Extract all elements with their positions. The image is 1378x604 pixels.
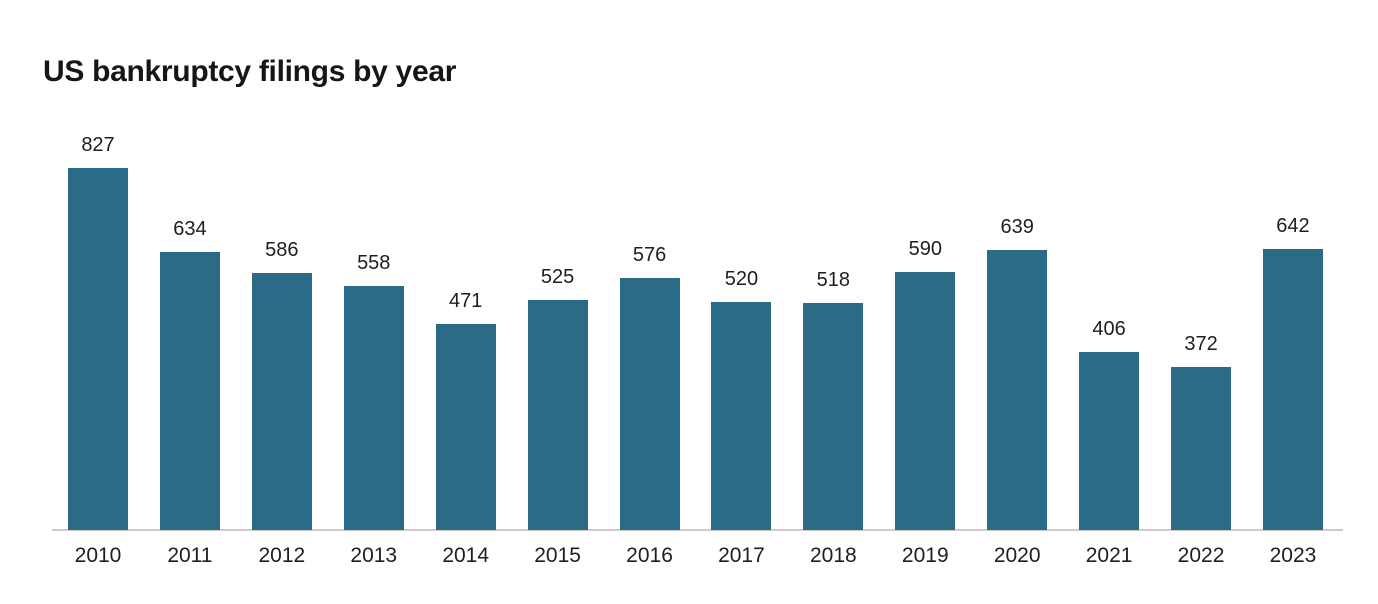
bar-2012 bbox=[251, 273, 312, 530]
x-axis-tick-label: 2018 bbox=[810, 544, 857, 567]
bar-value-label: 827 bbox=[81, 134, 115, 156]
bar-value-label: 372 bbox=[1184, 333, 1218, 355]
bar-2020 bbox=[987, 250, 1048, 530]
bar-value-label: 525 bbox=[540, 266, 575, 288]
bar-value-label: 642 bbox=[1276, 215, 1310, 237]
bar-value-label: 586 bbox=[265, 239, 299, 261]
x-axis-line bbox=[52, 529, 1343, 531]
x-axis-tick-label: 2010 bbox=[74, 544, 122, 567]
bar-2021 bbox=[1079, 352, 1140, 530]
bar-value-label: 634 bbox=[173, 218, 207, 240]
bar-2013 bbox=[343, 286, 404, 530]
bar-2022 bbox=[1171, 367, 1232, 530]
bar-value-label: 558 bbox=[357, 252, 391, 274]
x-axis-tick-label: 2011 bbox=[167, 544, 213, 567]
bar-2023 bbox=[1262, 249, 1323, 530]
bar-2016 bbox=[619, 278, 680, 530]
bar-2010 bbox=[68, 168, 128, 530]
x-axis-tick-label: 2013 bbox=[350, 544, 398, 567]
bar-value-label: 639 bbox=[1000, 216, 1034, 238]
bar-value-label: 590 bbox=[908, 238, 942, 260]
bar-2014 bbox=[435, 324, 496, 530]
x-axis-tick-label: 2014 bbox=[442, 544, 490, 567]
x-axis-tick-label: 2017 bbox=[718, 544, 765, 567]
x-axis-tick-label: 2022 bbox=[1177, 544, 1225, 567]
bar-value-label: 520 bbox=[724, 268, 759, 290]
bar-2019 bbox=[895, 272, 956, 530]
x-axis-tick-label: 2020 bbox=[993, 544, 1041, 567]
bar-value-label: 471 bbox=[448, 290, 483, 312]
bar-2011 bbox=[159, 252, 220, 530]
bar-value-label: 406 bbox=[1092, 318, 1126, 340]
x-axis-tick-label: 2015 bbox=[534, 544, 581, 567]
bar-2015 bbox=[527, 300, 588, 530]
x-axis-tick-label: 2023 bbox=[1269, 544, 1317, 567]
bar-2018 bbox=[803, 303, 864, 530]
x-axis-tick-label: 2019 bbox=[901, 544, 949, 567]
bar-value-label: 576 bbox=[632, 244, 667, 266]
bar-2017 bbox=[711, 302, 772, 530]
x-axis-tick-label: 2021 bbox=[1085, 544, 1133, 567]
bar-value-label: 518 bbox=[816, 269, 851, 291]
x-axis-tick-label: 2016 bbox=[626, 544, 673, 567]
x-axis-tick-label: 2012 bbox=[258, 544, 306, 567]
chart-title: US bankruptcy filings by year bbox=[43, 55, 457, 88]
